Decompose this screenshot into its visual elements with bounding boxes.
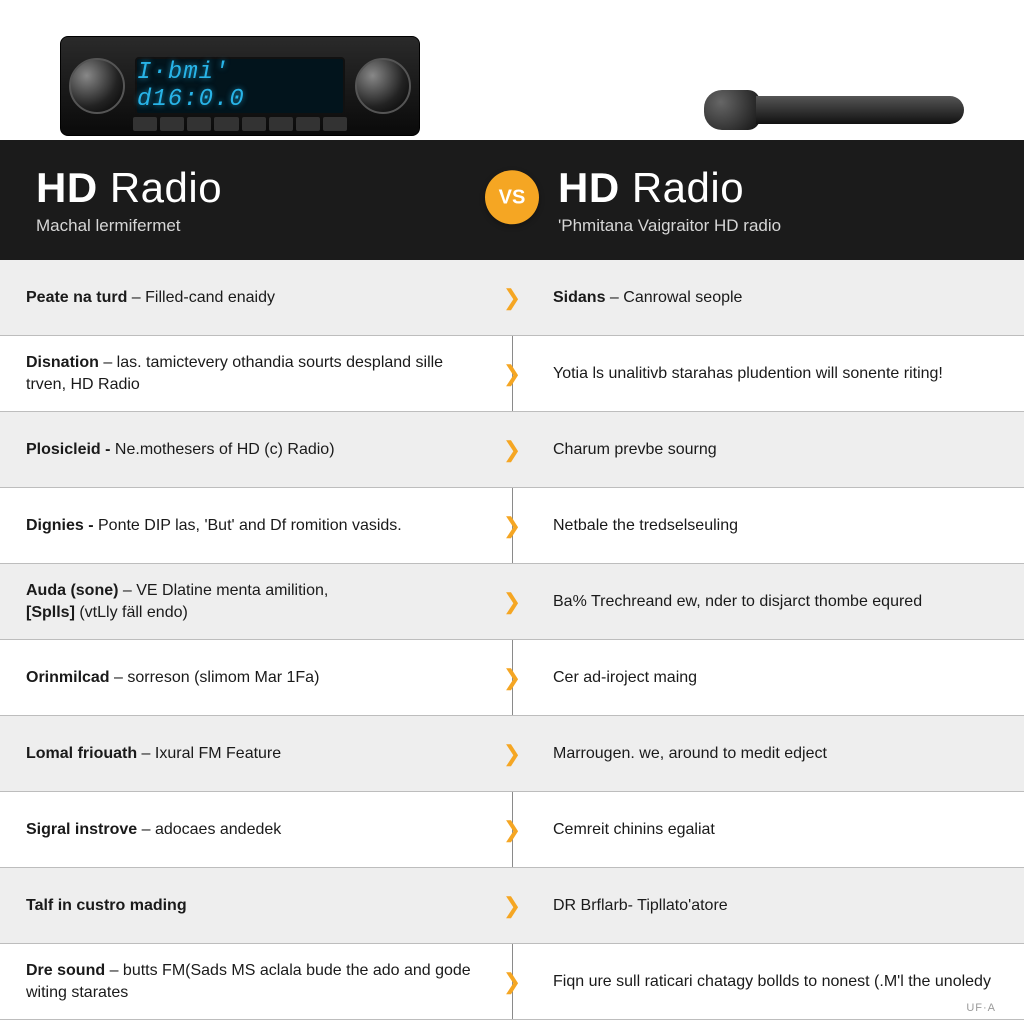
mic-head	[704, 90, 760, 130]
arrow-icon: ❯	[503, 895, 521, 917]
radio-button-strip	[133, 117, 347, 131]
cell-right: DR Brflarb- Tipllato'atore	[497, 868, 1024, 943]
comparison-header: HD Radio Machal lermifermet HD Radio 'Ph…	[0, 140, 1024, 260]
arrow-icon: ❯	[503, 515, 521, 537]
arrow-icon: ❯	[503, 819, 521, 841]
cell-right: Cer ad-iroject maing	[497, 640, 1024, 715]
product-images-row: I·bmi' d16:0.0	[0, 0, 1024, 140]
cell-left: Auda (sone) – VE Dlatine menta amilition…	[0, 564, 497, 639]
table-row: Orinmilcad – sorreson (slimom Mar 1Fa)Ce…	[0, 640, 1024, 716]
arrow-icon: ❯	[503, 667, 521, 689]
cell-right: Netbale the tredselseuling	[497, 488, 1024, 563]
table-row: Disnation – las. tamictevery othandia so…	[0, 336, 1024, 412]
cell-right: Ba% Trechreand ew, nder to disjarct thom…	[497, 564, 1024, 639]
cell-left: Peate na turd – Filled-cand enaidy	[0, 260, 497, 335]
car-radio-image: I·bmi' d16:0.0	[60, 36, 420, 136]
table-row: Auda (sone) – VE Dlatine menta amilition…	[0, 564, 1024, 640]
arrow-icon: ❯	[503, 439, 521, 461]
cell-left: Sigral instrove – adocaes andedek	[0, 792, 497, 867]
cell-left: Dignies - Ponte DIP las, 'But' and Df ro…	[0, 488, 497, 563]
table-row: Talf in custro madingDR Brflarb- Tipllat…	[0, 868, 1024, 944]
microphone-image	[704, 84, 964, 136]
cell-right: Sidans – Canrowal seople	[497, 260, 1024, 335]
radio-knob-left	[69, 58, 125, 114]
arrow-icon: ❯	[503, 287, 521, 309]
table-row: Dre sound – butts FM(Sads MS aclala bude…	[0, 944, 1024, 1020]
arrow-icon: ❯	[503, 971, 521, 993]
mic-body	[756, 96, 964, 124]
arrow-icon: ❯	[503, 363, 521, 385]
header-left: HD Radio Machal lermifermet	[0, 140, 502, 260]
cell-left: Lomal friouath – Ixural FM Feature	[0, 716, 497, 791]
header-right: HD Radio 'Phmitana Vaigraitor HD radio	[502, 140, 1024, 260]
comparison-table: Peate na turd – Filled-cand enaidySidans…	[0, 260, 1024, 1020]
radio-lcd: I·bmi' d16:0.0	[135, 57, 345, 115]
radio-knob-right	[355, 58, 411, 114]
cell-right: Yotia ls unalitivb starahas pludention w…	[497, 336, 1024, 411]
vs-badge: VS	[485, 170, 539, 224]
cell-left: Disnation – las. tamictevery othandia so…	[0, 336, 497, 411]
cell-left: Plosicleid - Ne.mothesers of HD (c) Radi…	[0, 412, 497, 487]
arrow-icon: ❯	[503, 743, 521, 765]
cell-right: Marrougen. we, around to medit edject	[497, 716, 1024, 791]
header-right-title: HD Radio	[558, 164, 988, 212]
cell-left: Talf in custro mading	[0, 868, 497, 943]
table-row: Sigral instrove – adocaes andedekCemreit…	[0, 792, 1024, 868]
footer-watermark: UF·A	[966, 1002, 996, 1014]
cell-left: Orinmilcad – sorreson (slimom Mar 1Fa)	[0, 640, 497, 715]
table-row: Lomal friouath – Ixural FM FeatureMarrou…	[0, 716, 1024, 792]
cell-right: Cemreit chinins egaliat	[497, 792, 1024, 867]
cell-left: Dre sound – butts FM(Sads MS aclala bude…	[0, 944, 497, 1019]
header-left-title: HD Radio	[36, 164, 466, 212]
cell-right: Fiqn ure sull raticari chatagy bollds to…	[497, 944, 1024, 1019]
cell-right: Charum prevbe sourng	[497, 412, 1024, 487]
arrow-icon: ❯	[503, 591, 521, 613]
table-row: Plosicleid - Ne.mothesers of HD (c) Radi…	[0, 412, 1024, 488]
header-right-subtitle: 'Phmitana Vaigraitor HD radio	[558, 216, 988, 236]
table-row: Peate na turd – Filled-cand enaidySidans…	[0, 260, 1024, 336]
header-left-subtitle: Machal lermifermet	[36, 216, 466, 236]
table-row: Dignies - Ponte DIP las, 'But' and Df ro…	[0, 488, 1024, 564]
